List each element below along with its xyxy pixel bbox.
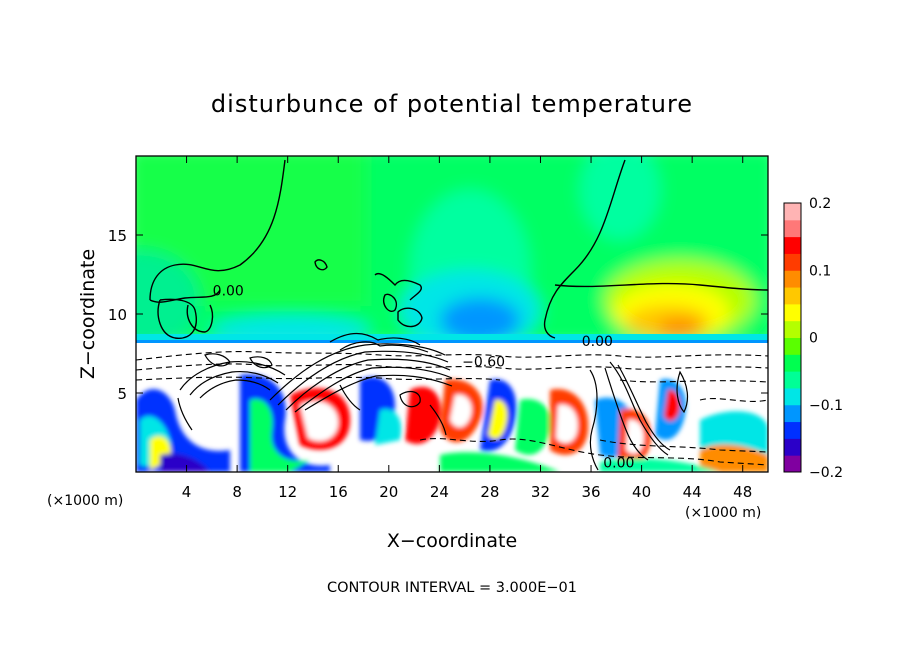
colorbar-swatch [784, 270, 801, 288]
colorbar-swatch [784, 455, 801, 473]
y-tick-label: 10 [108, 306, 127, 324]
x-tick-label: 48 [733, 483, 752, 501]
colorbar-swatch [784, 421, 801, 439]
y-tick-label: 5 [117, 385, 127, 403]
colorbar-tick-label: −0.2 [809, 465, 843, 481]
contour-label: −0.60 [462, 354, 505, 370]
x-tick-label: 20 [379, 483, 398, 501]
x-tick-label: 32 [531, 483, 550, 501]
colorbar-swatch [784, 287, 801, 305]
x-tick-label: 28 [480, 483, 499, 501]
colorbar-tick-label: 0 [809, 331, 818, 347]
heatmap-plot-area [136, 156, 768, 472]
colorbar-swatch [784, 320, 801, 338]
colorbar-swatch [784, 354, 801, 372]
y-tick-label: 15 [108, 227, 127, 245]
colorbar-tick-label: 0.1 [809, 263, 831, 279]
colorbar [784, 203, 801, 473]
x-tick-label: 24 [430, 483, 449, 501]
colorbar-swatch [784, 203, 801, 221]
contour-label: 0.00 [582, 334, 613, 350]
y-axis-ticks: 5 10 15 [108, 227, 768, 403]
x-tick-label: 16 [329, 483, 348, 501]
colorbar-tick-label: −0.1 [809, 398, 843, 414]
colorbar-swatch [784, 253, 801, 271]
colorbar-ticks: 0.2 0.1 0 −0.1 −0.2 [809, 196, 843, 481]
colorbar-tick-label: 0.2 [809, 196, 831, 212]
x-tick-label: 8 [232, 483, 242, 501]
x-unit-left: (×1000 m) [47, 493, 123, 509]
x-tick-label: 4 [182, 483, 192, 501]
x-unit-right: (×1000 m) [685, 505, 761, 521]
colorbar-swatch [784, 236, 801, 254]
colorbar-swatch [784, 371, 801, 389]
contour-labels: 0.00 0.00 −0.60 0.00 [213, 283, 635, 471]
colorbar-swatch [784, 387, 801, 406]
colorbar-swatch [784, 219, 801, 238]
contour-interval-note: CONTOUR INTERVAL = 3.000E−01 [327, 580, 577, 596]
y-axis-label: Z−coordinate [77, 249, 99, 379]
x-tick-label: 40 [632, 483, 651, 501]
colorbar-swatch [784, 404, 801, 423]
x-axis-label: X−coordinate [387, 530, 517, 552]
x-axis-ticks: 4 8 12 16 20 24 28 32 36 40 44 48 [182, 156, 752, 501]
x-tick-label: 44 [683, 483, 702, 501]
x-tick-label: 12 [278, 483, 297, 501]
colorbar-frame [783, 202, 802, 473]
chart-title: disturbunce of potential temperature [211, 90, 693, 118]
colorbar-swatch [784, 337, 801, 355]
contour-label: 0.00 [213, 283, 244, 299]
contour-label: 0.00 [603, 456, 634, 472]
colorbar-swatch [784, 303, 801, 322]
colorbar-swatch [784, 438, 801, 456]
x-tick-label: 36 [581, 483, 600, 501]
